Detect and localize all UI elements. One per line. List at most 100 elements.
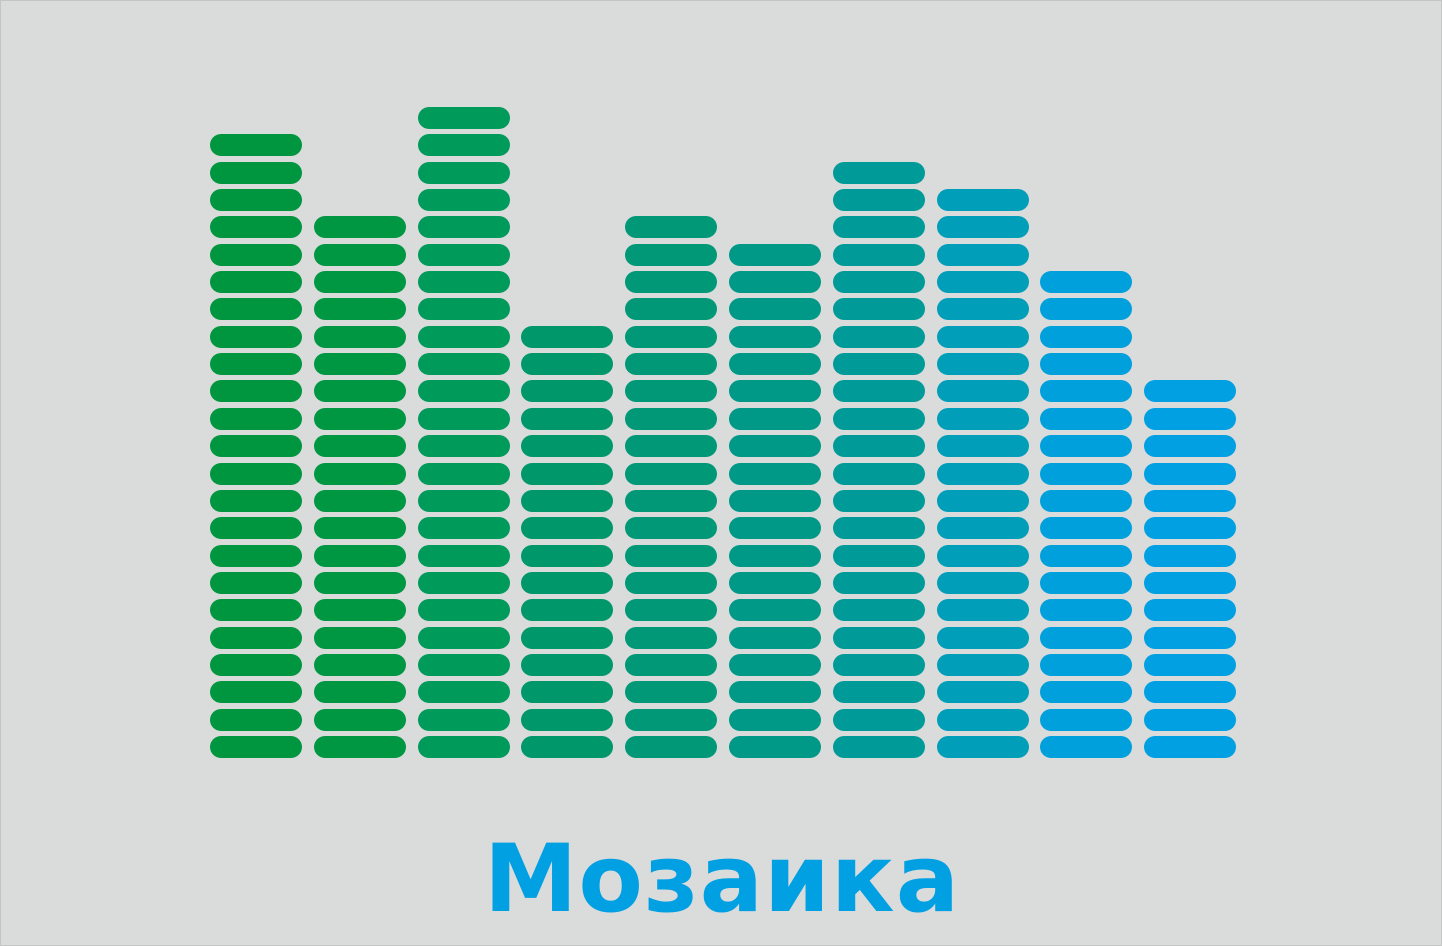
bar-segment <box>1144 654 1236 676</box>
logo-wordmark: Мозаика <box>483 825 961 934</box>
bar-segment <box>833 353 925 375</box>
bar-segment <box>833 654 925 676</box>
bar-segment <box>833 709 925 731</box>
bar-segment <box>1040 408 1132 430</box>
bar-segment <box>833 271 925 293</box>
bar-segment <box>1144 490 1236 512</box>
bar-segment <box>937 599 1029 621</box>
bar-segment <box>833 244 925 266</box>
bar-segment <box>625 627 717 649</box>
bar-segment <box>937 298 1029 320</box>
bar-segment <box>833 517 925 539</box>
bar-segment <box>210 517 302 539</box>
bar-segment <box>314 572 406 594</box>
bar-segment <box>418 380 510 402</box>
bar-segment <box>833 216 925 238</box>
bar-segment <box>210 244 302 266</box>
bar-segment <box>314 408 406 430</box>
bar-segment <box>418 326 510 348</box>
bar-segment <box>937 353 1029 375</box>
bar-segment <box>521 326 613 348</box>
bar-segment <box>625 709 717 731</box>
bar-segment <box>1144 380 1236 402</box>
bar-segment <box>1144 736 1236 758</box>
bar-segment <box>729 380 821 402</box>
bar-segment <box>937 572 1029 594</box>
bar-segment <box>210 572 302 594</box>
bar-segment <box>521 681 613 703</box>
bar-segment <box>1144 435 1236 457</box>
bar-segment <box>1144 545 1236 567</box>
bar-segment <box>729 709 821 731</box>
bar-segment <box>937 216 1029 238</box>
bar-segment <box>1040 572 1132 594</box>
bar-segment <box>1144 463 1236 485</box>
bar-segment <box>314 216 406 238</box>
bar-segment <box>833 326 925 348</box>
bar-segment <box>210 408 302 430</box>
bar-segment <box>937 490 1029 512</box>
bar-segment <box>210 162 302 184</box>
bar-segment <box>937 654 1029 676</box>
bar-segment <box>937 463 1029 485</box>
bar-segment <box>521 353 613 375</box>
bar-segment <box>418 654 510 676</box>
bar-segment <box>833 298 925 320</box>
bar-segment <box>625 572 717 594</box>
bar-segment <box>729 490 821 512</box>
bar-segment <box>418 107 510 129</box>
bar-segment <box>625 271 717 293</box>
bar-segment <box>625 654 717 676</box>
bar-segment <box>314 490 406 512</box>
bar-segment <box>418 681 510 703</box>
bar-segment <box>314 654 406 676</box>
bar-segment <box>1040 326 1132 348</box>
bar-segment <box>521 654 613 676</box>
bar-segment <box>729 654 821 676</box>
bar-segment <box>210 298 302 320</box>
bar-segment <box>729 572 821 594</box>
bar-segment <box>314 435 406 457</box>
bar-segment <box>418 353 510 375</box>
bar-segment <box>937 517 1029 539</box>
bar-segment <box>625 326 717 348</box>
bar-segment <box>314 545 406 567</box>
bar-segment <box>1144 627 1236 649</box>
bar-segment <box>418 627 510 649</box>
bar-segment <box>521 599 613 621</box>
bar-segment <box>937 709 1029 731</box>
bar-segment <box>418 435 510 457</box>
bar-segment <box>1040 490 1132 512</box>
bar-segment <box>521 408 613 430</box>
bar-segment <box>833 408 925 430</box>
bar-segment <box>729 408 821 430</box>
bar-segment <box>210 736 302 758</box>
bar-segment <box>314 353 406 375</box>
bar-segment <box>1040 736 1132 758</box>
bar-segment <box>729 517 821 539</box>
bar-segment <box>625 599 717 621</box>
bar-segment <box>418 572 510 594</box>
bar-segment <box>1040 627 1132 649</box>
bar-segment <box>729 435 821 457</box>
bar-segment <box>418 517 510 539</box>
bar-segment <box>418 134 510 156</box>
bar-segment <box>1144 572 1236 594</box>
bar-segment <box>1144 599 1236 621</box>
bar-segment <box>833 681 925 703</box>
bar-segment <box>833 189 925 211</box>
bar-segment <box>521 545 613 567</box>
bar-segment <box>729 463 821 485</box>
bar-segment <box>314 627 406 649</box>
bar-segment <box>210 463 302 485</box>
bar-segment <box>625 681 717 703</box>
bar-segment <box>418 271 510 293</box>
bar-segment <box>1040 599 1132 621</box>
bar-segment <box>625 517 717 539</box>
bar-segment <box>625 298 717 320</box>
bar-segment <box>1040 681 1132 703</box>
bar-segment <box>210 271 302 293</box>
bar-segment <box>418 216 510 238</box>
bar-segment <box>729 681 821 703</box>
